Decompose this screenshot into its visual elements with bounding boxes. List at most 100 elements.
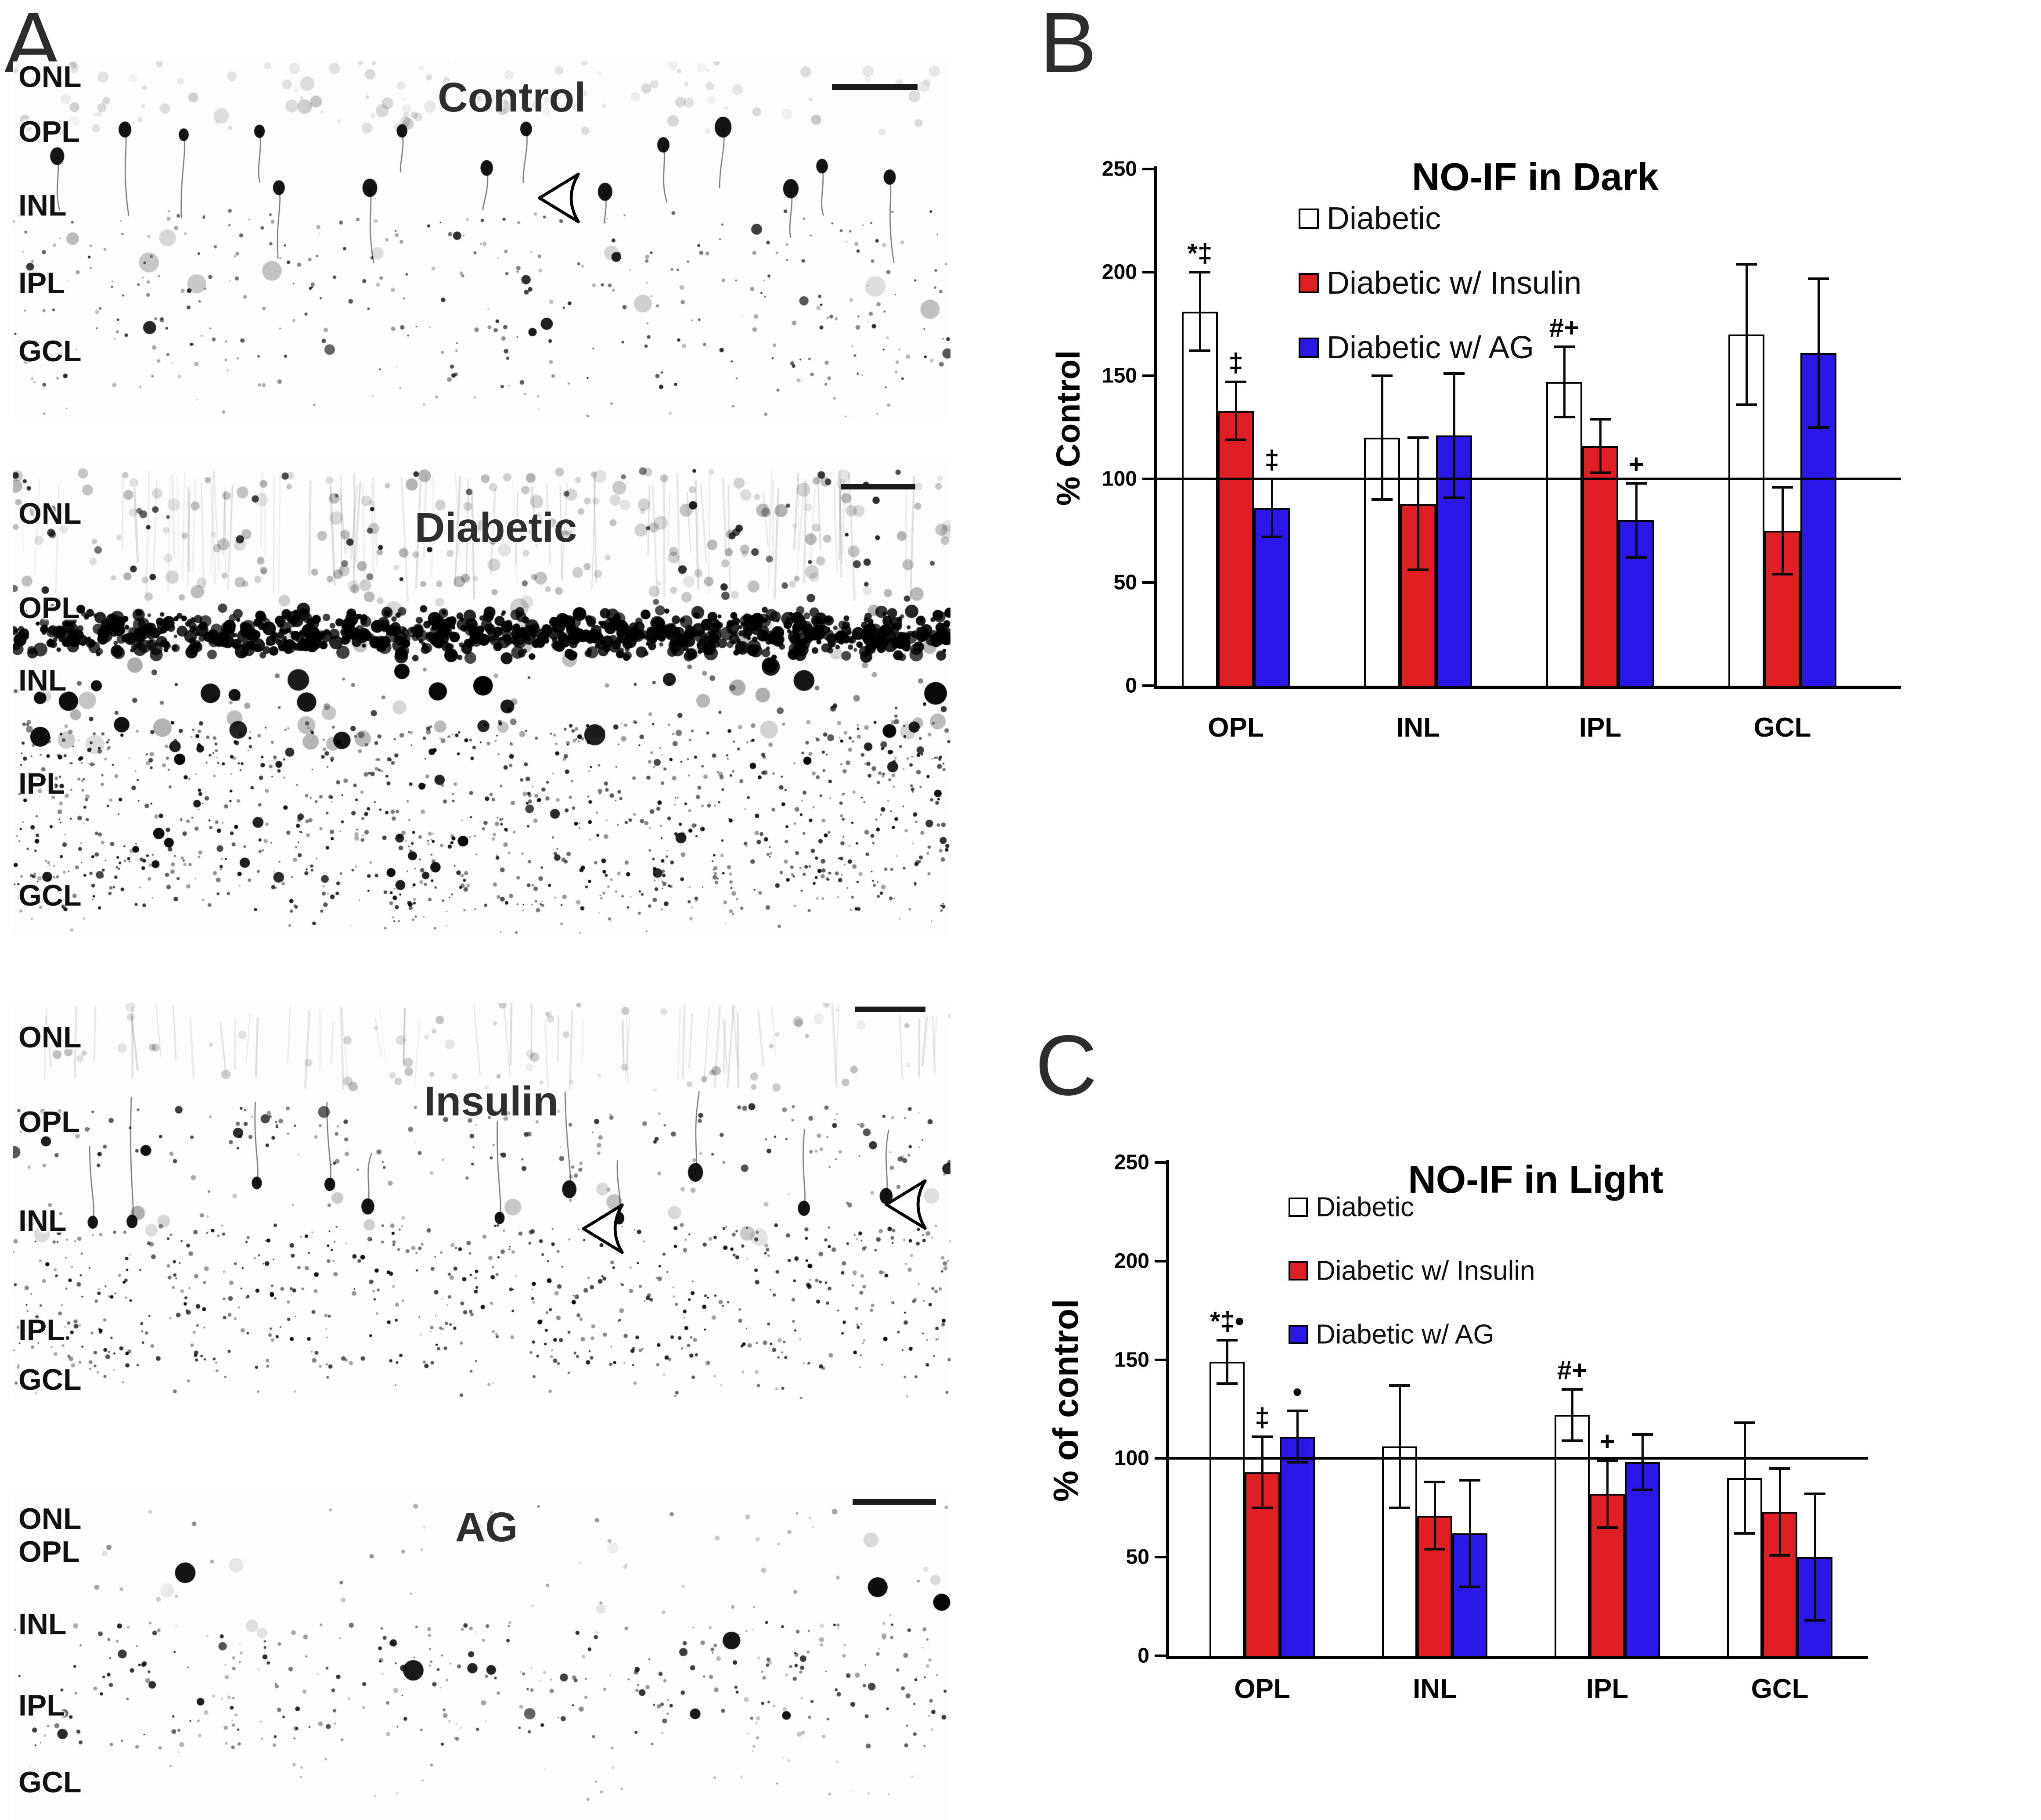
y-tick-label: 200	[1114, 1249, 1149, 1273]
error-bar-cap	[1626, 556, 1647, 559]
layer-label-gcl: GCL	[18, 1766, 82, 1799]
error-bar-cap	[1562, 1388, 1583, 1391]
legend-label: Diabetic w/ AG	[1327, 330, 1534, 365]
significance-annotation: *‡	[1187, 238, 1213, 268]
y-tick-mark	[1142, 684, 1154, 687]
bar-ipl-1	[1582, 446, 1618, 687]
error-bar	[1226, 1340, 1228, 1384]
micrograph-control: Control ONL OPL INL IPL GCL	[13, 60, 950, 417]
significance-annotation: ‡	[1255, 1403, 1270, 1432]
panel-b-label: B	[1040, 0, 1097, 90]
error-bar-cap	[1772, 486, 1793, 489]
y-axis-label: % of control	[1046, 1298, 1085, 1502]
error-bar	[1599, 419, 1602, 473]
legend-swatch	[1299, 273, 1319, 293]
y-tick-label: 50	[1126, 1545, 1149, 1569]
significance-annotation: #+	[1549, 313, 1580, 342]
error-bar-cap	[1424, 1481, 1445, 1484]
y-tick-mark	[1142, 168, 1154, 170]
layer-label-onl: ONL	[18, 1021, 82, 1054]
error-bar-cap	[1424, 1548, 1445, 1551]
layer-label-ipl: IPL	[18, 1689, 65, 1722]
layer-label-onl: ONL	[18, 60, 82, 94]
error-bar-cap	[1804, 1619, 1825, 1622]
error-bar-cap	[1597, 1526, 1618, 1529]
error-bar	[1381, 375, 1383, 500]
y-tick-mark	[1142, 478, 1154, 481]
micrograph-diabetic-image	[13, 460, 950, 935]
y-tick-mark	[1155, 1556, 1166, 1559]
error-bar	[1563, 346, 1566, 417]
layer-label-opl: OPL	[18, 1105, 80, 1139]
scale-bar	[832, 84, 918, 90]
layer-label-ipl: IPL	[18, 767, 65, 800]
y-axis	[1154, 166, 1157, 687]
error-bar-cap	[1734, 1421, 1755, 1424]
y-tick-mark	[1142, 374, 1154, 377]
legend-label: Diabetic w/ Insulin	[1327, 266, 1582, 301]
arrowhead-icon	[885, 1179, 929, 1230]
micrograph-ag-image	[13, 1490, 950, 1820]
error-bar-cap	[1808, 426, 1829, 429]
error-bar-cap	[1590, 471, 1611, 475]
category-label-inl: INL	[1413, 1674, 1457, 1704]
layer-label-gcl: GCL	[18, 335, 82, 368]
significance-annotation: #+	[1557, 1356, 1587, 1385]
category-label-ipl: IPL	[1579, 712, 1622, 743]
significance-annotation: *‡•	[1210, 1306, 1244, 1336]
error-bar-cap	[1217, 1382, 1238, 1385]
arrowhead-icon	[582, 1203, 626, 1255]
y-tick-label: 50	[1113, 571, 1137, 594]
error-bar-cap	[1443, 496, 1465, 499]
error-bar	[1261, 1436, 1263, 1508]
legend-label: Diabetic w/ AG	[1316, 1319, 1494, 1350]
micrograph-insulin-image	[13, 1003, 950, 1399]
y-tick-mark	[1155, 1161, 1166, 1164]
legend-swatch	[1289, 1325, 1308, 1344]
error-bar-cap	[1443, 372, 1465, 375]
error-bar-cap	[1632, 1489, 1653, 1492]
bar-opl-0	[1182, 311, 1218, 687]
y-tick-label: 100	[1114, 1446, 1149, 1470]
legend-label: Diabetic w/ Insulin	[1316, 1255, 1535, 1286]
micrograph-ag: AG ONL OPL INL IPL GCL	[13, 1490, 950, 1820]
legend-swatch	[1289, 1261, 1308, 1280]
error-bar-cap	[1459, 1478, 1480, 1482]
category-label-inl: INL	[1396, 712, 1440, 743]
error-bar	[1571, 1389, 1573, 1441]
category-label-ipl: IPL	[1586, 1674, 1629, 1704]
error-bar-cap	[1554, 345, 1575, 348]
error-bar-cap	[1389, 1384, 1410, 1387]
scale-bar	[841, 484, 915, 489]
scale-bar	[855, 1007, 925, 1012]
layer-label-ipl: IPL	[18, 1313, 65, 1347]
category-label-opl: OPL	[1234, 1674, 1290, 1704]
error-bar-cap	[1225, 438, 1246, 441]
error-bar-cap	[1769, 1467, 1790, 1470]
error-bar-cap	[1772, 572, 1793, 575]
y-tick-label: 250	[1114, 1151, 1149, 1174]
error-bar	[1817, 278, 1820, 428]
error-bar	[1778, 1468, 1781, 1555]
x-axis	[1154, 686, 1901, 689]
error-bar-cap	[1407, 568, 1429, 572]
error-bar	[1635, 483, 1638, 558]
error-bar	[1271, 479, 1273, 537]
y-tick-mark	[1155, 1358, 1166, 1361]
error-bar	[1398, 1385, 1401, 1508]
legend-swatch	[1299, 209, 1319, 229]
error-bar	[1469, 1480, 1471, 1587]
y-tick-label: 200	[1101, 260, 1137, 284]
error-bar-cap	[1217, 1338, 1238, 1342]
bar-ipl-2	[1625, 1462, 1660, 1658]
error-bar	[1814, 1494, 1816, 1621]
error-bar	[1641, 1435, 1644, 1490]
layer-label-inl: INL	[18, 664, 67, 697]
error-bar-cap	[1632, 1433, 1653, 1436]
y-tick-label: 150	[1114, 1348, 1149, 1372]
error-bar-cap	[1371, 374, 1393, 377]
panel-c-label: C	[1035, 1018, 1097, 1113]
significance-annotation: +	[1599, 1426, 1615, 1456]
error-bar	[1745, 264, 1748, 405]
error-bar-cap	[1736, 403, 1757, 406]
